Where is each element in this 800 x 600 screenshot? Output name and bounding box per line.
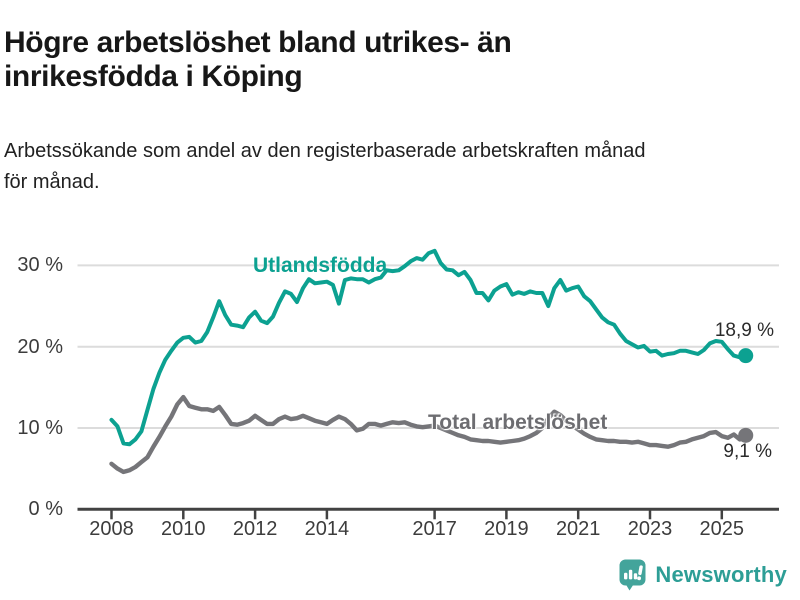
x-tick-label: 2012 [232,518,278,540]
y-tick-label: 0 % [28,498,63,521]
x-tick-label: 2008 [89,518,134,540]
page-title: Högre arbetslöshet bland utrikes- än inr… [4,26,512,94]
x-tick-label: 2025 [699,518,745,540]
x-tick-label: 2023 [627,518,673,540]
series-line-total [109,394,748,475]
brand-footer: Newsworthy [619,559,787,591]
x-tick-label: 2010 [161,518,206,540]
x-tick-label: 2019 [484,518,529,540]
x-tick-label: 2017 [412,518,457,540]
end-value-label-total: 9,1 % [723,441,772,462]
end-value-label-utlandsfodda: 18,9 % [714,320,774,341]
newsworthy-logo-icon [619,559,646,591]
x-tick-label: 2014 [304,518,350,540]
y-tick-label: 10 % [17,417,63,439]
y-tick-label: 20 % [17,335,63,358]
series-line-utlandsfodda [109,248,748,447]
series-label-total-arbetsloshet: Total arbetslöshet [428,411,608,434]
series-end-dot-utlandsfodda [738,348,754,364]
series-label-utlandsfodda: Utlandsfödda [253,254,388,277]
x-tick-label: 2021 [555,518,601,540]
brand-name: Newsworthy [655,562,787,587]
y-tick-label: 30 % [17,254,63,277]
page-subtitle: Arbetssökande som andel av den registerb… [4,140,646,193]
series-end-dot-total [738,427,754,443]
